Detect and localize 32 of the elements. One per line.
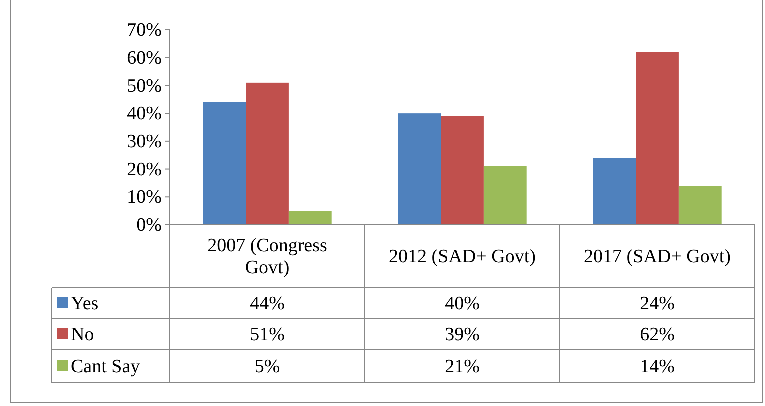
y-tick-label: 60% — [127, 48, 162, 69]
legend-label: No — [71, 324, 94, 346]
bar — [398, 114, 442, 225]
bar — [678, 186, 722, 225]
data-label: 14% — [640, 356, 676, 378]
bar — [288, 211, 332, 225]
y-tick-label: 50% — [127, 76, 162, 97]
y-tick-label: 10% — [127, 187, 162, 208]
x-tick-label: 2017 (SAD+ Govt) — [584, 246, 731, 268]
legend-label: Cant Say — [71, 356, 141, 378]
bar — [484, 166, 527, 225]
y-tick-label: 0% — [136, 215, 162, 236]
data-label: 24% — [640, 294, 676, 314]
y-tick-label: 20% — [127, 159, 162, 180]
x-tick-label: 2007 (Congress Govt) — [208, 236, 328, 278]
bar — [593, 158, 636, 225]
data-label: 62% — [640, 324, 676, 346]
bar — [203, 102, 246, 225]
bar — [441, 116, 484, 225]
data-label: 51% — [250, 324, 286, 346]
legend-label: Yes — [71, 294, 99, 314]
bar — [246, 82, 289, 225]
data-label: 21% — [445, 356, 480, 378]
data-label: 39% — [445, 324, 480, 346]
y-tick-label: 30% — [127, 132, 162, 153]
y-tick-label: 40% — [127, 104, 162, 125]
data-label: 40% — [445, 294, 480, 314]
y-tick-label: 70% — [127, 20, 162, 42]
data-label: 5% — [254, 356, 280, 378]
x-tick-label: 2012 (SAD+ Govt) — [389, 246, 536, 268]
data-label: 44% — [250, 294, 286, 314]
bar — [636, 52, 679, 225]
